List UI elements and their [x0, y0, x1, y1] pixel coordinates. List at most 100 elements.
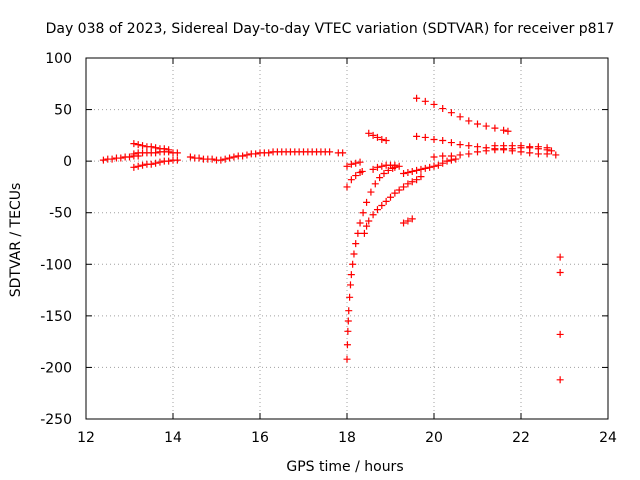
data-point: [152, 159, 160, 167]
data-point: [371, 180, 379, 188]
data-point: [347, 160, 355, 168]
data-point: [369, 131, 377, 139]
data-point: [130, 140, 138, 148]
data-point: [363, 222, 371, 230]
data-point: [434, 161, 442, 169]
data-point: [195, 154, 203, 162]
axis-ticks: 12 14 16 18 20 22 24 -250 -200 -150 -100 -50 0 50 100: [40, 51, 617, 446]
data-point: [556, 376, 564, 384]
data-point: [404, 217, 412, 225]
data-point: [373, 133, 381, 141]
data-point: [147, 143, 155, 151]
data-point: [447, 152, 455, 160]
data-point: [452, 155, 460, 163]
data-point: [384, 166, 392, 174]
data-point: [413, 166, 421, 174]
data-point: [500, 126, 508, 134]
data-point: [344, 327, 352, 335]
data-point: [243, 151, 251, 159]
data-point: [360, 229, 368, 237]
data-point: [230, 153, 238, 161]
data-point: [350, 250, 358, 258]
data-point: [482, 122, 490, 130]
data-point: [395, 162, 403, 170]
data-point: [378, 201, 386, 209]
data-point: [417, 173, 425, 181]
data-point: [108, 155, 116, 163]
data-point: [408, 167, 416, 175]
data-point: [134, 141, 142, 149]
y-tick-label: -150: [40, 309, 72, 325]
data-point: [380, 170, 388, 178]
x-tick-label: 16: [251, 430, 269, 446]
data-point: [482, 147, 490, 155]
data-point: [430, 100, 438, 108]
data-point: [173, 149, 181, 157]
data-point: [408, 215, 416, 223]
data-point: [130, 150, 138, 158]
data-point: [221, 155, 229, 163]
data-point: [447, 109, 455, 117]
data-point: [417, 165, 425, 173]
data-point: [547, 147, 555, 155]
data-point: [165, 157, 173, 165]
data-point: [447, 139, 455, 147]
data-point: [139, 142, 147, 150]
data-point: [365, 217, 373, 225]
data-point: [346, 281, 354, 289]
data-point: [552, 151, 560, 159]
data-point: [343, 341, 351, 349]
data-point: [421, 133, 429, 141]
data-point: [400, 219, 408, 227]
data-point: [347, 271, 355, 279]
data-point: [543, 144, 551, 152]
data-point: [421, 97, 429, 105]
x-tick-label: 24: [599, 430, 617, 446]
data-point: [252, 150, 260, 158]
data-point: [491, 124, 499, 132]
data-point: [345, 307, 353, 315]
data-point: [465, 150, 473, 158]
data-point: [504, 127, 512, 135]
data-point: [217, 156, 225, 164]
data-point: [456, 151, 464, 159]
x-tick-label: 18: [338, 430, 356, 446]
x-tick-label: 14: [164, 430, 182, 446]
data-point: [395, 186, 403, 194]
data-point: [413, 176, 421, 184]
data-point: [465, 142, 473, 150]
y-tick-label: -100: [40, 257, 72, 273]
data-point: [439, 152, 447, 160]
data-point: [556, 253, 564, 261]
y-tick-label: -250: [40, 412, 72, 428]
data-point: [376, 174, 384, 182]
x-axis-label: GPS time / hours: [286, 459, 403, 475]
x-tick-label: 22: [512, 430, 530, 446]
data-point: [369, 165, 377, 173]
data-point: [343, 183, 351, 191]
data-point: [186, 153, 194, 161]
y-tick-label: 0: [63, 154, 72, 170]
data-point: [134, 162, 142, 170]
data-point: [556, 269, 564, 277]
data-point: [226, 154, 234, 162]
data-point: [352, 172, 360, 180]
data-point: [413, 94, 421, 102]
data-point: [326, 148, 334, 156]
data-point: [363, 198, 371, 206]
data-point: [391, 189, 399, 197]
data-point: [421, 164, 429, 172]
grid: [86, 58, 608, 419]
data-point: [130, 163, 138, 171]
data-point: [339, 149, 347, 157]
y-tick-label: -200: [40, 360, 72, 376]
data-point: [391, 161, 399, 169]
data-point: [382, 197, 390, 205]
data-point: [343, 355, 351, 363]
data-point: [534, 143, 542, 151]
data-point: [378, 162, 386, 170]
data-point: [352, 159, 360, 167]
data-point: [358, 167, 366, 175]
data-point: [439, 137, 447, 145]
